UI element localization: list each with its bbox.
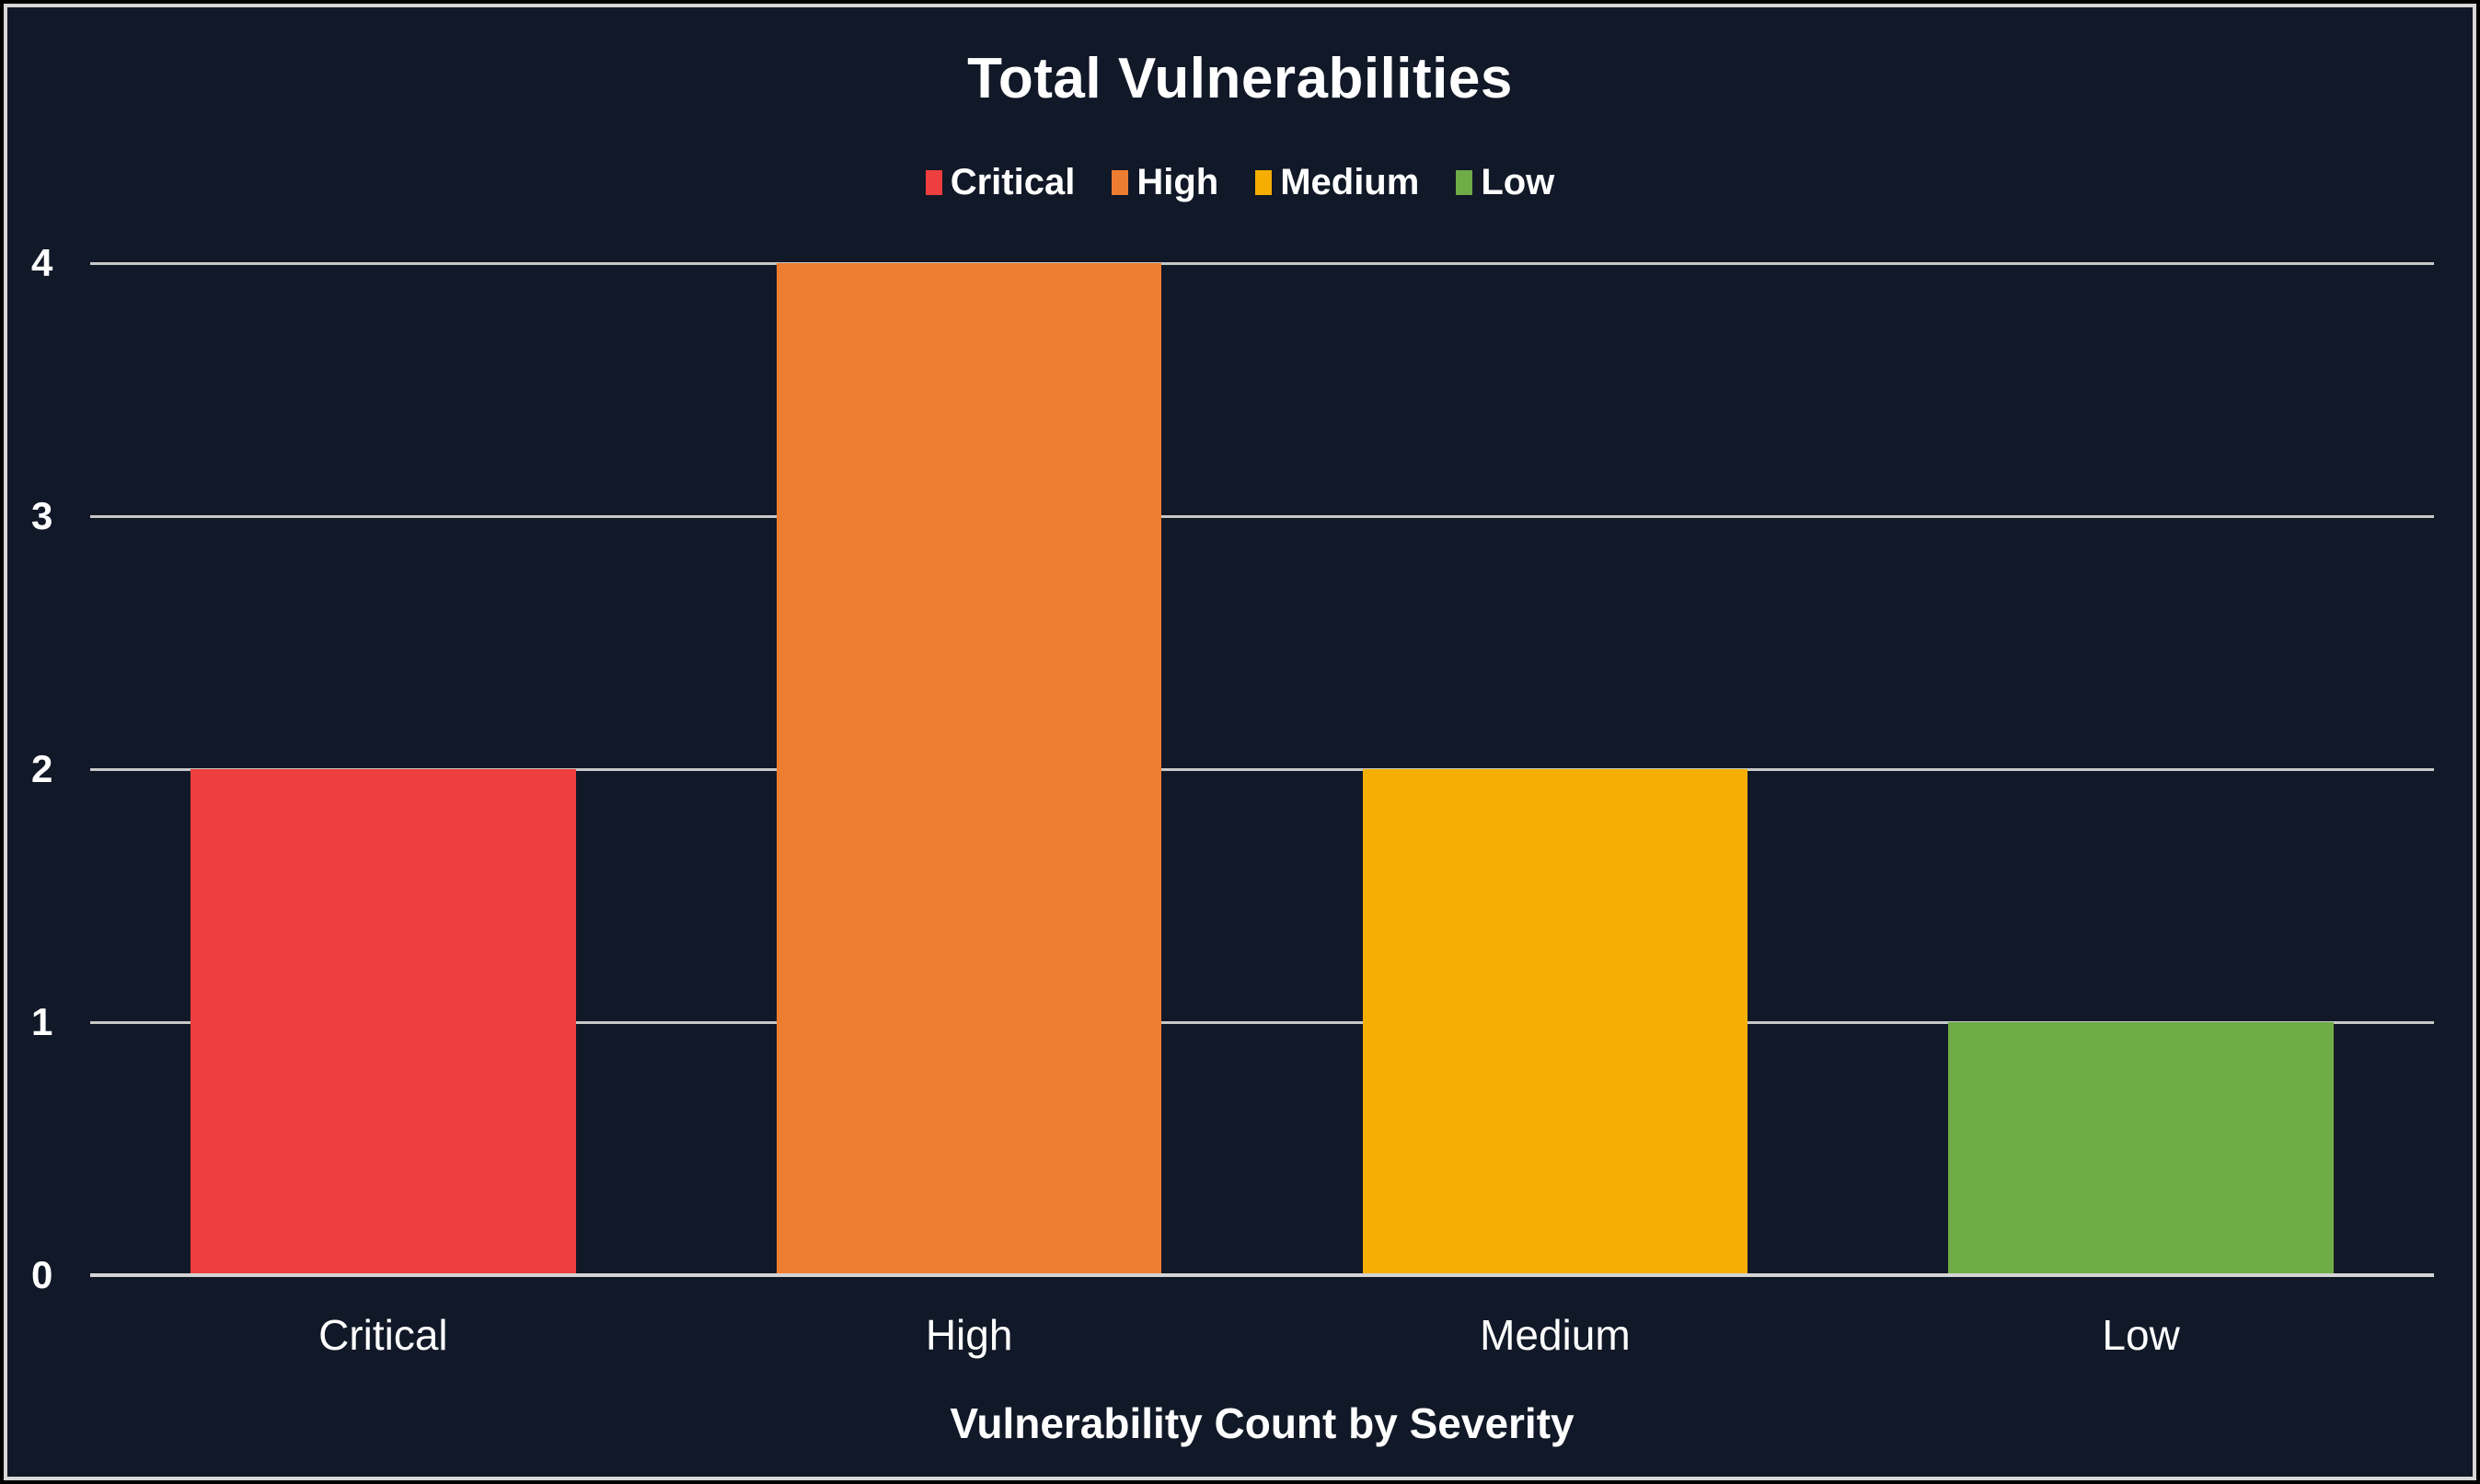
x-category-label-high: High [925,1311,1013,1359]
plot-area: 0 1 2 3 4 [31,241,2434,1296]
legend-swatch-icon [1255,170,1273,195]
x-axis-labels: Critical High Medium Low [90,1310,2434,1360]
y-tick-label-0: 0 [31,1253,53,1296]
gridline-1 [90,1020,2434,1024]
x-category-label-medium: Medium [1480,1311,1631,1359]
bar-medium[interactable] [1362,769,1748,1275]
chart-panel: Total Vulnerabilities Critical High Medium… [4,4,2476,1480]
bar-low[interactable] [1948,1022,2334,1275]
legend-item-medium[interactable]: Medium [1255,162,1419,203]
bar-high[interactable] [776,263,1162,1275]
chart-title: Total Vulnerabilities [967,47,1513,110]
legend-label-critical: Critical [950,162,1076,202]
y-tick-label-2: 2 [31,747,53,790]
legend: Critical High Medium Low [7,162,2473,203]
legend-item-critical[interactable]: Critical [925,162,1076,203]
bar-critical[interactable] [190,769,576,1275]
legend-swatch-icon [925,170,942,195]
legend-swatch-icon [1456,170,1473,195]
legend-swatch-icon [1112,170,1129,195]
gridline-2 [90,767,2434,771]
gridline-3 [90,514,2434,518]
y-tick-label-4: 4 [31,241,53,284]
legend-label-medium: Medium [1280,162,1420,202]
legend-item-high[interactable]: High [1112,162,1218,203]
legend-label-high: High [1136,162,1219,202]
gridline-4 [90,261,2434,265]
x-category-label-low: Low [2102,1311,2180,1359]
y-tick-label-1: 1 [31,1000,53,1043]
y-tick-label-3: 3 [31,494,53,537]
legend-label-low: Low [1481,162,1555,202]
x-axis-line [90,1273,2434,1277]
x-axis-title: Vulnerability Count by Severity [950,1399,1575,1447]
legend-item-low[interactable]: Low [1456,162,1554,203]
x-category-label-critical: Critical [318,1311,448,1359]
